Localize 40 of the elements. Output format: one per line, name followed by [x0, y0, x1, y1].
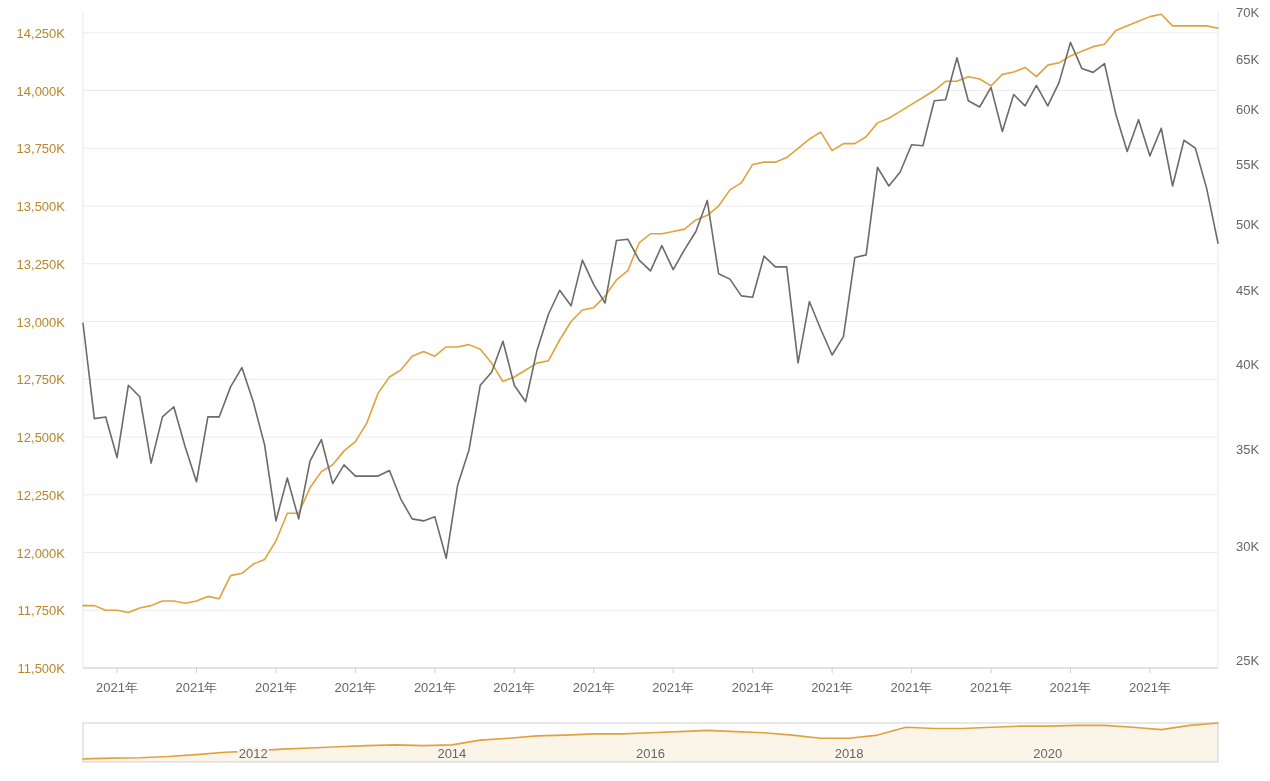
y-tick-label: 14,000K — [16, 83, 66, 99]
y2-tick-label: 50K — [1236, 216, 1260, 232]
y-tick-label: 12,000K — [16, 545, 66, 561]
x-tick-label: 2021年 — [175, 680, 218, 695]
y2-tick-label: 45K — [1236, 283, 1260, 299]
y2-tick-label: 60K — [1236, 102, 1260, 118]
x-tick-label: 2018 — [834, 746, 864, 761]
x-tick-label: 2021年 — [890, 680, 933, 695]
y2-tick-label: 30K — [1236, 538, 1260, 554]
y2-tick-label: 70K — [1236, 5, 1260, 20]
y-tick-label: 13,750K — [16, 141, 66, 157]
x-tick-label: 2021年 — [731, 680, 774, 695]
x-tick-label: 2021年 — [413, 680, 456, 695]
x-tick-label: 2021年 — [334, 680, 377, 695]
y2-tick-label: 40K — [1236, 357, 1260, 373]
x-tick-label: 2021年 — [96, 680, 139, 695]
x-tick-label: 2021年 — [572, 680, 615, 695]
x-tick-label: 2021年 — [1128, 680, 1171, 695]
y2-tick-label: 55K — [1236, 156, 1260, 172]
x-tick-label: 2021年 — [254, 680, 297, 695]
y-tick-label: 13,500K — [16, 199, 66, 215]
x-tick-label: 2021年 — [970, 680, 1012, 695]
y-tick-label: 12,750K — [16, 372, 66, 388]
y-tick-label: 14,250K — [16, 25, 66, 41]
y2-tick-label: 35K — [1236, 441, 1260, 457]
y2-tick-label: 65K — [1236, 51, 1260, 67]
y-tick-label: 13,250K — [16, 256, 66, 272]
y-tick-label: 11,500K — [17, 661, 66, 676]
x-tick-label: 2016 — [636, 746, 665, 761]
x-tick-label: 2021年 — [811, 680, 854, 695]
y-tick-label: 12,500K — [16, 430, 66, 446]
x-tick-label: 2014 — [437, 746, 467, 761]
y-tick-label: 11,750K — [17, 603, 66, 619]
y2-tick-label: 25K — [1236, 653, 1260, 669]
y-tick-label: 12,250K — [16, 487, 66, 503]
x-tick-label: 2021年 — [493, 680, 536, 695]
y-tick-label: 13,000K — [16, 314, 66, 330]
x-tick-label: 2020 — [1033, 746, 1063, 761]
x-tick-label: 2021年 — [652, 680, 695, 695]
x-tick-label: 2021年 — [1049, 680, 1092, 695]
